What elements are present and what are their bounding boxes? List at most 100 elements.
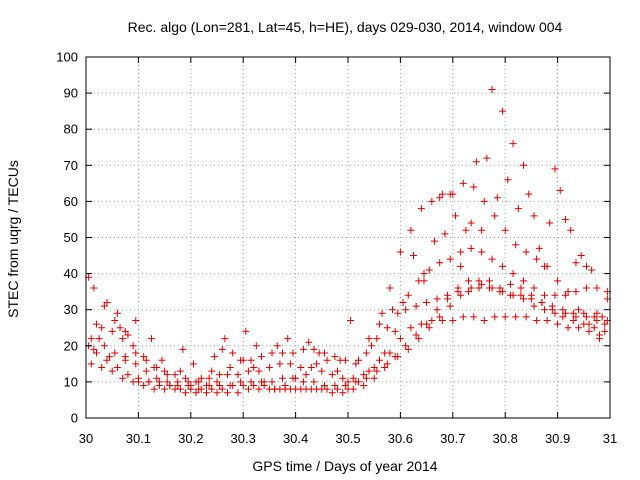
- data-point: [582, 262, 590, 270]
- data-point: [218, 385, 226, 393]
- data-point: [171, 385, 179, 393]
- data-point: [223, 371, 231, 379]
- data-point: [163, 371, 171, 379]
- data-point: [478, 226, 486, 234]
- data-point: [480, 197, 488, 205]
- data-point: [433, 306, 441, 314]
- data-point: [176, 367, 184, 375]
- data-point: [182, 374, 190, 382]
- data-point: [446, 255, 454, 263]
- data-point: [221, 335, 229, 343]
- data-point: [205, 382, 213, 390]
- data-point: [561, 215, 569, 223]
- data-point: [459, 313, 467, 321]
- data-point: [601, 320, 609, 328]
- data-point: [334, 385, 342, 393]
- data-point: [339, 374, 347, 382]
- data-point: [459, 179, 467, 187]
- y-tick-label: 10: [64, 374, 78, 389]
- data-point: [339, 389, 347, 397]
- data-point: [501, 313, 509, 321]
- data-point: [551, 165, 559, 173]
- x-tick-label: 30.9: [545, 431, 570, 446]
- data-point: [310, 378, 318, 386]
- data-point: [148, 335, 155, 343]
- data-point: [512, 313, 520, 321]
- data-point: [404, 345, 412, 353]
- y-tick-label: 40: [64, 266, 78, 281]
- data-point: [465, 277, 473, 285]
- data-point: [430, 237, 438, 245]
- data-point: [396, 335, 404, 343]
- data-point: [375, 320, 383, 328]
- data-point: [352, 360, 360, 368]
- data-point: [124, 331, 132, 339]
- data-point: [360, 371, 368, 379]
- data-point: [354, 356, 362, 364]
- data-point: [140, 353, 148, 361]
- data-point: [247, 378, 255, 386]
- data-point: [551, 291, 559, 299]
- data-point: [493, 194, 501, 202]
- data-point: [90, 284, 98, 292]
- data-point: [467, 284, 475, 292]
- data-point: [436, 194, 444, 202]
- data-point: [362, 374, 370, 382]
- data-point: [530, 284, 538, 292]
- data-point: [218, 345, 226, 353]
- data-point: [575, 306, 583, 314]
- data-point: [279, 349, 286, 357]
- data-point: [289, 349, 297, 357]
- data-point: [569, 317, 577, 325]
- data-point: [318, 385, 326, 393]
- data-point: [119, 335, 127, 343]
- data-point: [121, 356, 129, 364]
- data-point: [234, 371, 242, 379]
- data-point: [517, 284, 525, 292]
- data-point: [420, 270, 428, 278]
- data-point: [410, 252, 417, 260]
- data-point: [310, 345, 318, 353]
- data-point: [213, 378, 221, 386]
- data-point: [360, 382, 368, 390]
- data-point: [517, 291, 525, 299]
- data-point: [250, 382, 258, 390]
- data-point: [197, 374, 205, 382]
- data-point: [174, 382, 182, 390]
- data-point: [438, 317, 446, 325]
- data-point: [216, 382, 224, 390]
- data-point: [580, 309, 588, 317]
- data-point: [373, 335, 381, 343]
- x-tick-label: 30.8: [493, 431, 518, 446]
- data-point: [383, 324, 391, 332]
- data-point: [132, 360, 140, 368]
- data-point: [95, 335, 103, 343]
- data-point: [436, 313, 444, 321]
- data-point: [286, 360, 294, 368]
- data-point: [229, 349, 237, 357]
- data-point: [449, 317, 457, 325]
- data-point: [551, 309, 559, 317]
- data-point: [179, 345, 187, 353]
- x-axis-title: GPS time / Days of year 2014: [252, 458, 437, 474]
- data-point: [334, 367, 342, 375]
- data-point: [496, 284, 504, 292]
- y-tick-label: 60: [64, 194, 78, 209]
- data-point: [103, 356, 111, 364]
- data-point: [420, 277, 428, 285]
- data-point: [265, 385, 273, 393]
- x-tick-label: 30: [79, 431, 93, 446]
- chart-title: Rec. algo (Lon=281, Lat=45, h=HE), days …: [128, 19, 563, 35]
- data-point: [412, 302, 420, 310]
- data-point: [331, 353, 339, 361]
- data-point: [475, 277, 483, 285]
- data-point: [569, 309, 577, 317]
- data-point: [100, 302, 108, 310]
- data-point: [195, 378, 203, 386]
- data-point: [470, 183, 478, 191]
- data-point: [402, 342, 410, 350]
- data-point: [425, 324, 433, 332]
- data-point: [423, 320, 431, 328]
- data-point: [98, 363, 106, 371]
